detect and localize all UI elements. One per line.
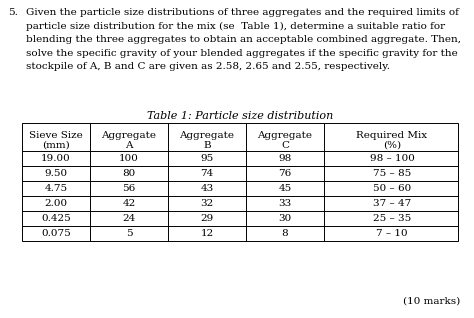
Text: 42: 42 bbox=[122, 199, 136, 208]
Text: 32: 32 bbox=[201, 199, 214, 208]
Text: 19.00: 19.00 bbox=[41, 154, 71, 163]
Bar bbox=[22, 123, 458, 241]
Text: 95: 95 bbox=[201, 154, 214, 163]
Text: 0.425: 0.425 bbox=[41, 214, 71, 223]
Text: Required Mix: Required Mix bbox=[356, 131, 428, 140]
Text: 100: 100 bbox=[119, 154, 139, 163]
Text: 74: 74 bbox=[201, 169, 214, 178]
Text: 24: 24 bbox=[122, 214, 136, 223]
Text: solve the specific gravity of your blended aggregates if the specific gravity fo: solve the specific gravity of your blend… bbox=[26, 49, 458, 58]
Text: 33: 33 bbox=[278, 199, 292, 208]
Text: Aggregate: Aggregate bbox=[180, 131, 235, 140]
Text: Sieve Size: Sieve Size bbox=[29, 131, 83, 140]
Text: (10 marks): (10 marks) bbox=[403, 297, 460, 306]
Text: 25 – 35: 25 – 35 bbox=[373, 214, 411, 223]
Text: Aggregate: Aggregate bbox=[101, 131, 156, 140]
Text: 50 – 60: 50 – 60 bbox=[373, 184, 411, 193]
Text: Given the particle size distributions of three aggregates and the required limit: Given the particle size distributions of… bbox=[26, 8, 459, 17]
Text: 37 – 47: 37 – 47 bbox=[373, 199, 411, 208]
Text: (%): (%) bbox=[383, 141, 401, 150]
Text: B: B bbox=[203, 141, 211, 150]
Text: 29: 29 bbox=[201, 214, 214, 223]
Text: A: A bbox=[125, 141, 133, 150]
Text: 76: 76 bbox=[278, 169, 292, 178]
Text: stockpile of A, B and C are given as 2.58, 2.65 and 2.55, respectively.: stockpile of A, B and C are given as 2.5… bbox=[26, 62, 390, 71]
Text: 5: 5 bbox=[126, 229, 132, 238]
Text: 0.075: 0.075 bbox=[41, 229, 71, 238]
Text: 56: 56 bbox=[122, 184, 136, 193]
Text: 5.: 5. bbox=[8, 8, 18, 17]
Text: (mm): (mm) bbox=[42, 141, 70, 150]
Text: 4.75: 4.75 bbox=[45, 184, 68, 193]
Text: Aggregate: Aggregate bbox=[257, 131, 312, 140]
Text: 7 – 10: 7 – 10 bbox=[376, 229, 408, 238]
Text: particle size distribution for the mix (se  Table 1), determine a suitable ratio: particle size distribution for the mix (… bbox=[26, 22, 445, 31]
Text: Table 1: Particle size distribution: Table 1: Particle size distribution bbox=[147, 111, 333, 121]
Text: 2.00: 2.00 bbox=[45, 199, 68, 208]
Text: C: C bbox=[281, 141, 289, 150]
Text: 12: 12 bbox=[201, 229, 214, 238]
Text: 9.50: 9.50 bbox=[45, 169, 68, 178]
Text: 30: 30 bbox=[278, 214, 292, 223]
Text: 43: 43 bbox=[201, 184, 214, 193]
Text: 80: 80 bbox=[122, 169, 136, 178]
Text: 75 – 85: 75 – 85 bbox=[373, 169, 411, 178]
Text: blending the three aggregates to obtain an acceptable combined aggregate. Then,: blending the three aggregates to obtain … bbox=[26, 35, 461, 44]
Text: 98: 98 bbox=[278, 154, 292, 163]
Text: 98 – 100: 98 – 100 bbox=[370, 154, 414, 163]
Text: 45: 45 bbox=[278, 184, 292, 193]
Text: 8: 8 bbox=[282, 229, 288, 238]
